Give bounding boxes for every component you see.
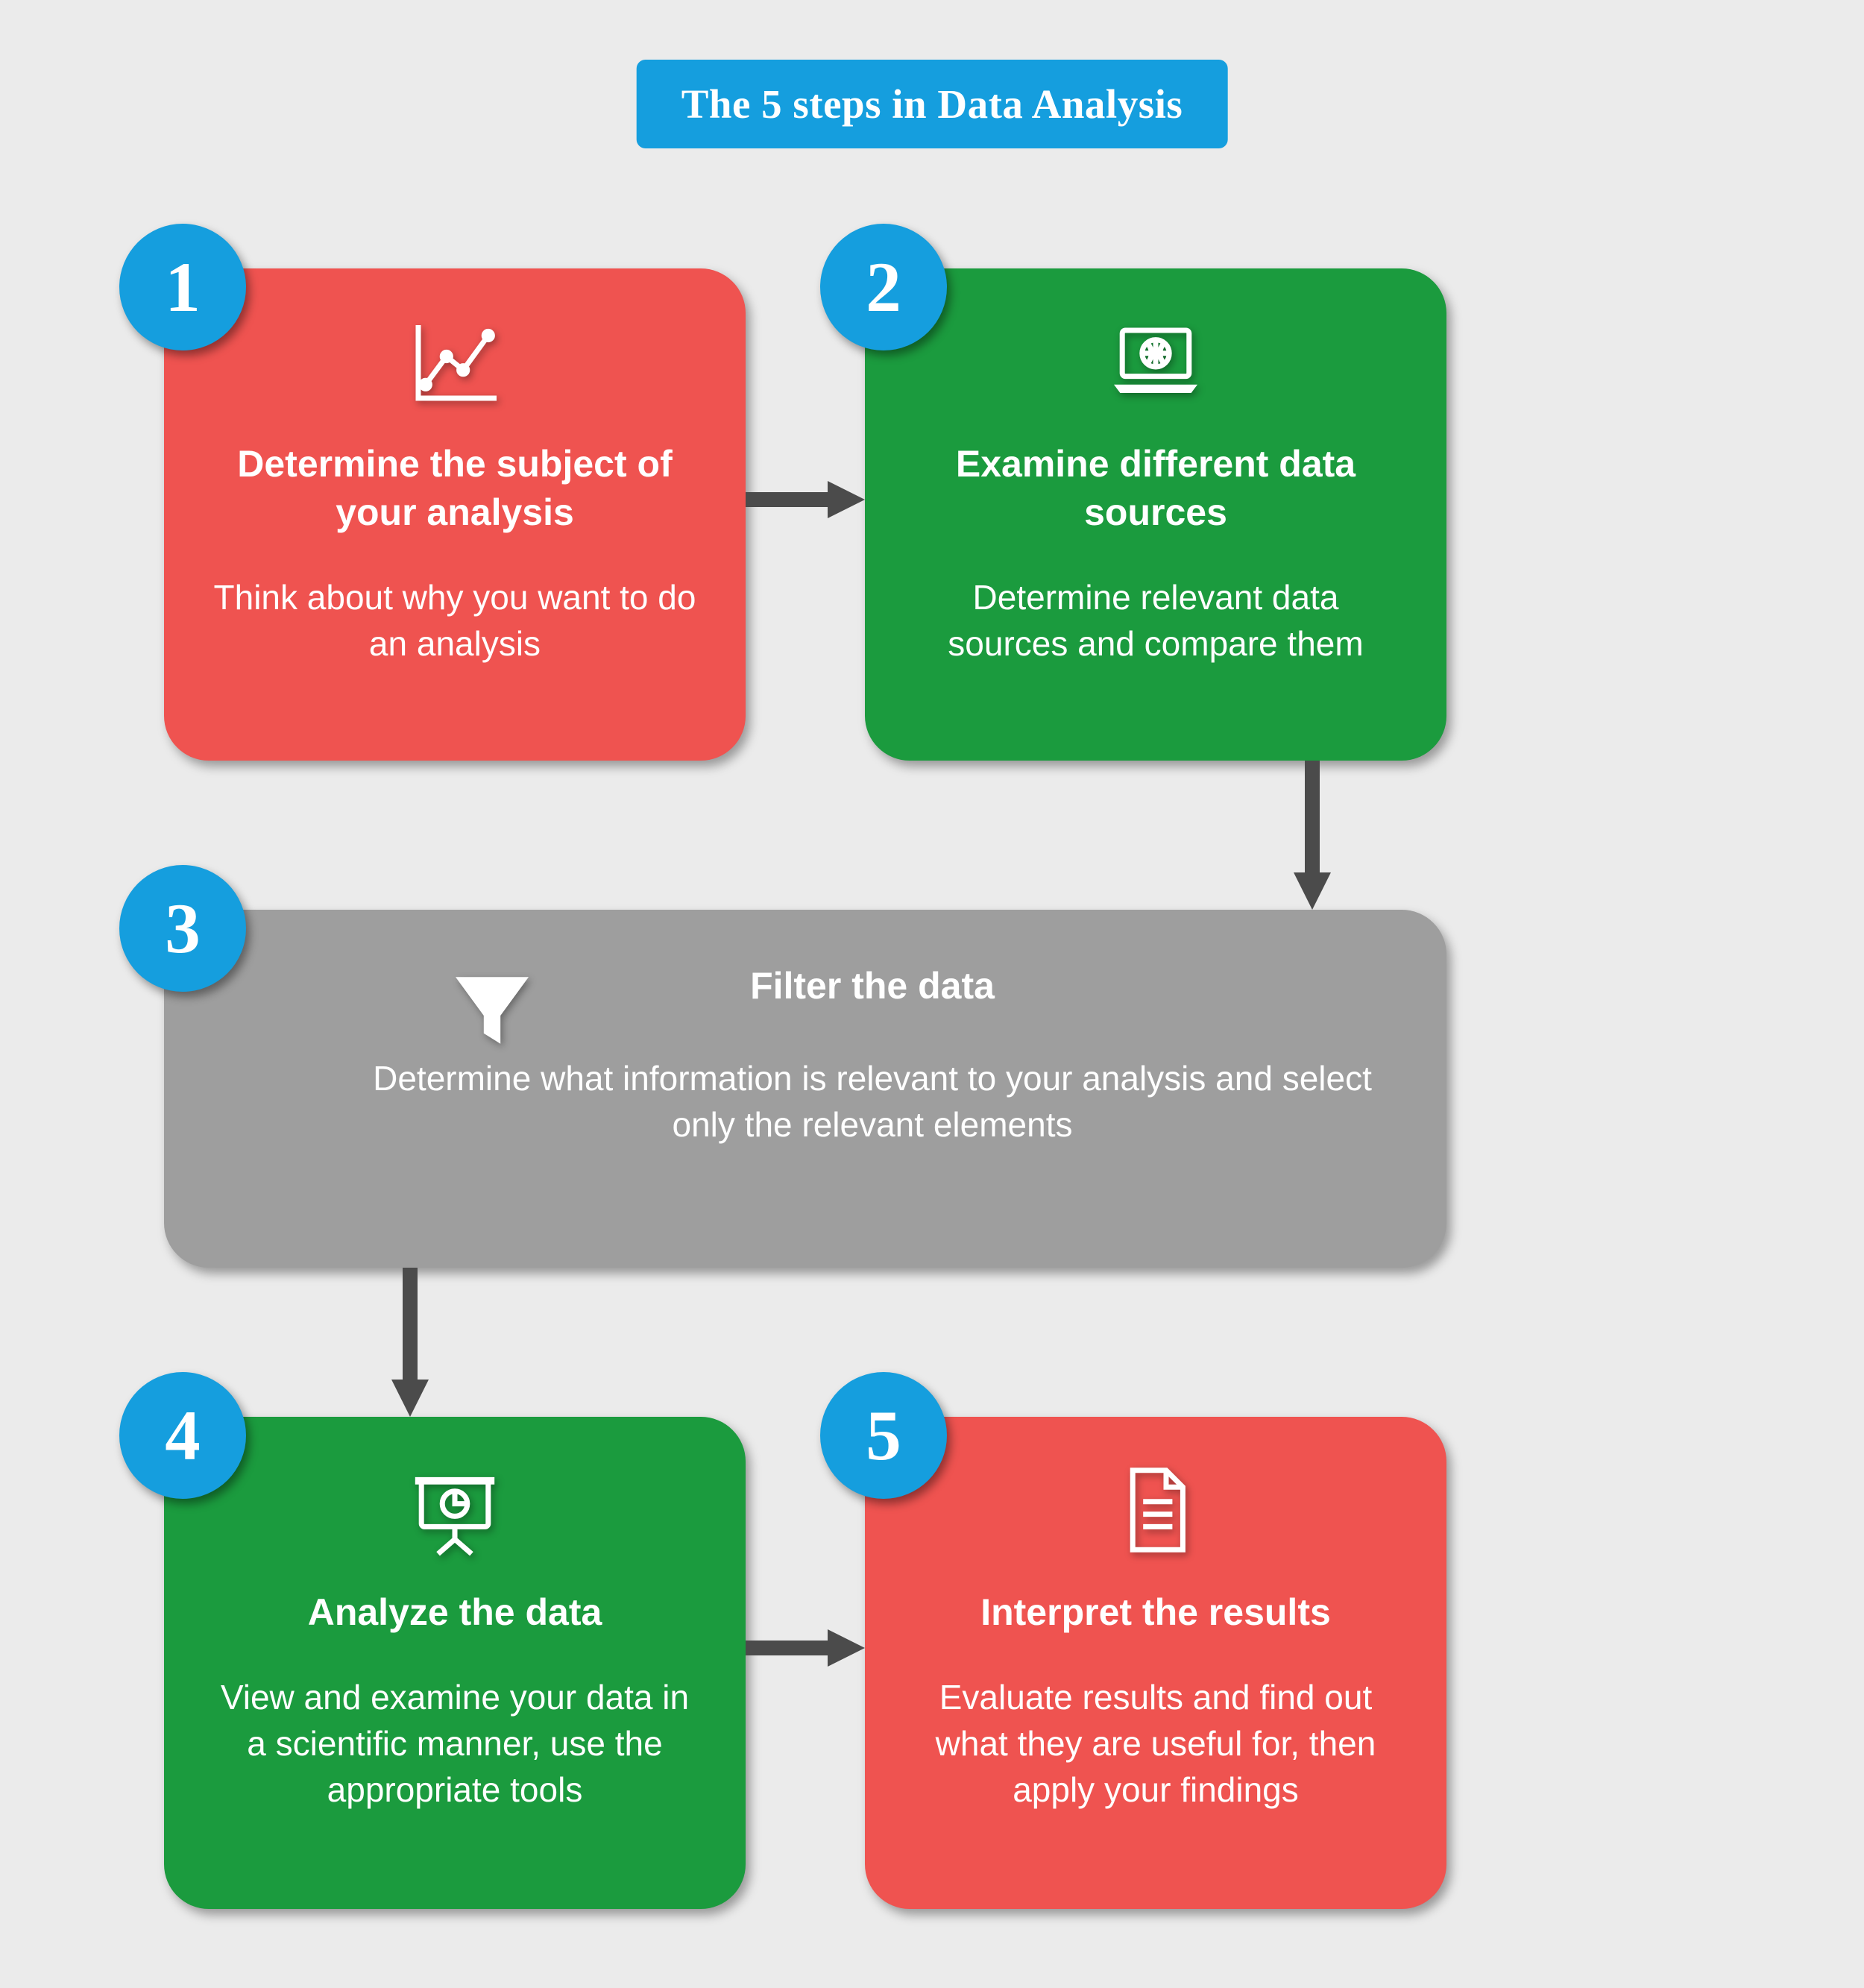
step-title-3: Filter the data [750,962,995,1010]
step-title-1: Determine the subject of your analysis [209,440,701,537]
document-icon [1103,1454,1208,1566]
step-desc-1: Think about why you want to do an analys… [209,574,701,667]
step-card-3: 3 Filter the data Determine what informa… [164,910,1446,1268]
page-title: The 5 steps in Data Analysis [637,60,1228,148]
step-badge-3: 3 [119,865,246,992]
funnel-icon [440,954,544,1066]
step-badge-4: 4 [119,1372,246,1499]
step-card-5: 5 Interpret the results Evaluate results… [865,1417,1446,1909]
step-desc-2: Determine relevant data sources and comp… [910,574,1402,667]
step-badge-2: 2 [820,224,947,350]
presentation-pie-icon [403,1454,507,1566]
step-desc-5: Evaluate results and find out what they … [910,1674,1402,1813]
step-card-1: 1 Determine the subject of your analysis… [164,268,746,761]
arrow-2-to-3 [1290,761,1335,910]
laptop-globe-icon [1103,306,1208,418]
step-desc-3: Determine what information is relevant t… [358,1055,1387,1148]
step-badge-1: 1 [119,224,246,350]
step-badge-5: 5 [820,1372,947,1499]
line-chart-icon [403,306,507,418]
arrow-1-to-2 [746,477,865,522]
arrow-4-to-5 [746,1626,865,1670]
step-title-2: Examine different data sources [910,440,1402,537]
step-title-5: Interpret the results [980,1588,1331,1637]
step-card-4: 4 Analyze the data View and examine your… [164,1417,746,1909]
step-title-4: Analyze the data [308,1588,602,1637]
step-desc-4: View and examine your data in a scientif… [209,1674,701,1813]
step-card-2: 2 Examine different data sources Determi… [865,268,1446,761]
arrow-3-to-4 [388,1268,432,1417]
